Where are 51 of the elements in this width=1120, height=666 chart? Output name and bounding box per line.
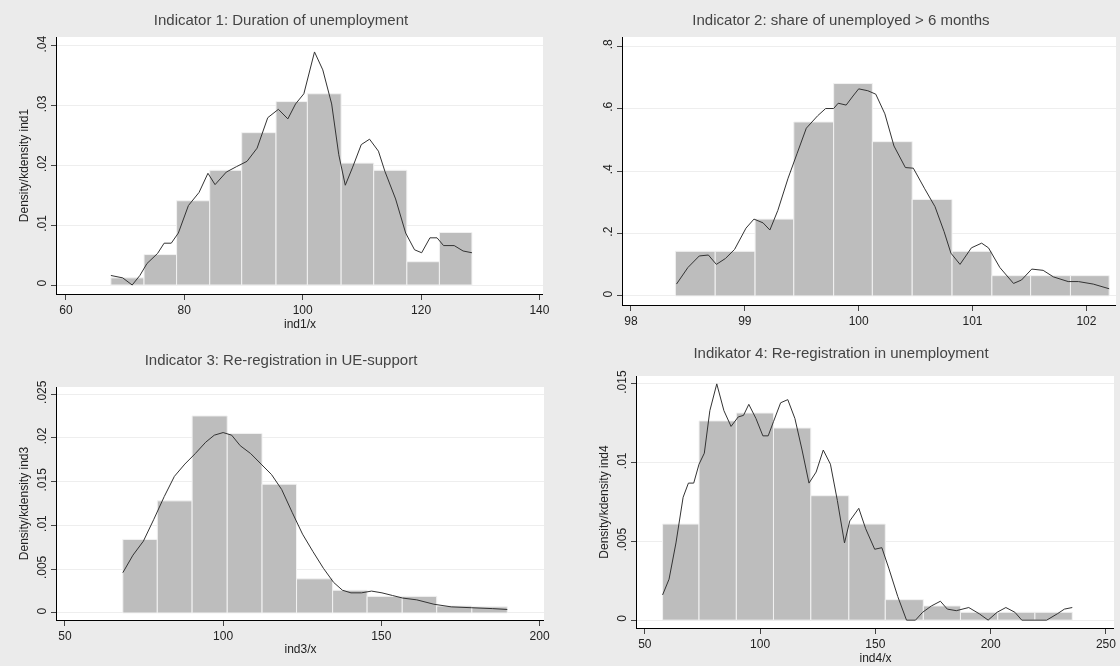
chart-title: Indicator 3: Re-registration in UE-support xyxy=(144,351,419,369)
x-tick-label: 250 xyxy=(1095,637,1117,652)
y-tick-label: .01 xyxy=(35,514,50,532)
y-tick-label: .005 xyxy=(35,555,50,580)
x-tick-label: 50 xyxy=(58,629,72,644)
chart-title: Indikator 4: Re-registration in unemployment xyxy=(693,344,990,362)
y-tick-label: .01 xyxy=(35,214,50,232)
y-axis-title: Density/kdensity ind1 xyxy=(16,108,31,223)
x-axis-title: ind3/x xyxy=(284,642,317,657)
line-series xyxy=(110,51,473,286)
y-tick-label: .025 xyxy=(35,380,50,404)
x-tick-label: 120 xyxy=(411,303,432,318)
y-tick-label: .4 xyxy=(601,163,616,175)
y-tick-label: .8 xyxy=(601,38,616,50)
y-tick-label: .04 xyxy=(35,35,50,53)
x-tick-label: 102 xyxy=(1076,314,1097,329)
y-tick-label: .2 xyxy=(601,226,616,237)
x-tick-label: 100 xyxy=(213,629,234,644)
x-tick-label: 60 xyxy=(59,303,73,318)
y-tick-label: .02 xyxy=(35,155,50,173)
y-tick-label: 0 xyxy=(35,279,50,287)
x-tick-label: 150 xyxy=(371,629,392,644)
x-tick-label: 100 xyxy=(848,314,870,329)
x-axis-title: ind1/x xyxy=(283,317,317,332)
x-axis-title: ind4/x xyxy=(859,651,892,666)
y-tick-label: .01 xyxy=(615,452,630,470)
chart-title: Indicator 1: Duration of unemployment xyxy=(153,11,409,29)
x-tick-label: 150 xyxy=(865,637,886,652)
x-tick-label: 99 xyxy=(738,314,752,329)
x-tick-label: 50 xyxy=(638,637,652,652)
x-tick-label: 200 xyxy=(980,637,1001,652)
y-tick-label: .6 xyxy=(601,101,616,112)
y-tick-label: 0 xyxy=(601,290,616,298)
line-series xyxy=(662,383,1073,621)
y-tick-label: .015 xyxy=(35,467,50,492)
y-axis-title: Density/kdensity ind3 xyxy=(16,446,31,561)
x-tick-label: 100 xyxy=(750,637,771,652)
x-tick-label: 98 xyxy=(624,314,638,329)
chart-title: Indicator 2: share of unemployed > 6 months xyxy=(692,11,990,29)
x-tick-label: 80 xyxy=(177,303,192,318)
y-tick-label: 0 xyxy=(615,614,630,622)
y-tick-label: 0 xyxy=(35,607,50,615)
x-tick-label: 100 xyxy=(292,303,313,318)
x-tick-label: 140 xyxy=(529,303,550,318)
y-axis-title: Density/kdensity ind4 xyxy=(596,444,611,559)
y-tick-label: .02 xyxy=(35,427,50,445)
y-tick-label: .03 xyxy=(35,95,50,113)
x-tick-label: 200 xyxy=(529,629,550,644)
y-tick-label: .015 xyxy=(615,370,630,394)
x-tick-label: 101 xyxy=(962,314,983,329)
y-tick-label: .005 xyxy=(615,527,630,552)
